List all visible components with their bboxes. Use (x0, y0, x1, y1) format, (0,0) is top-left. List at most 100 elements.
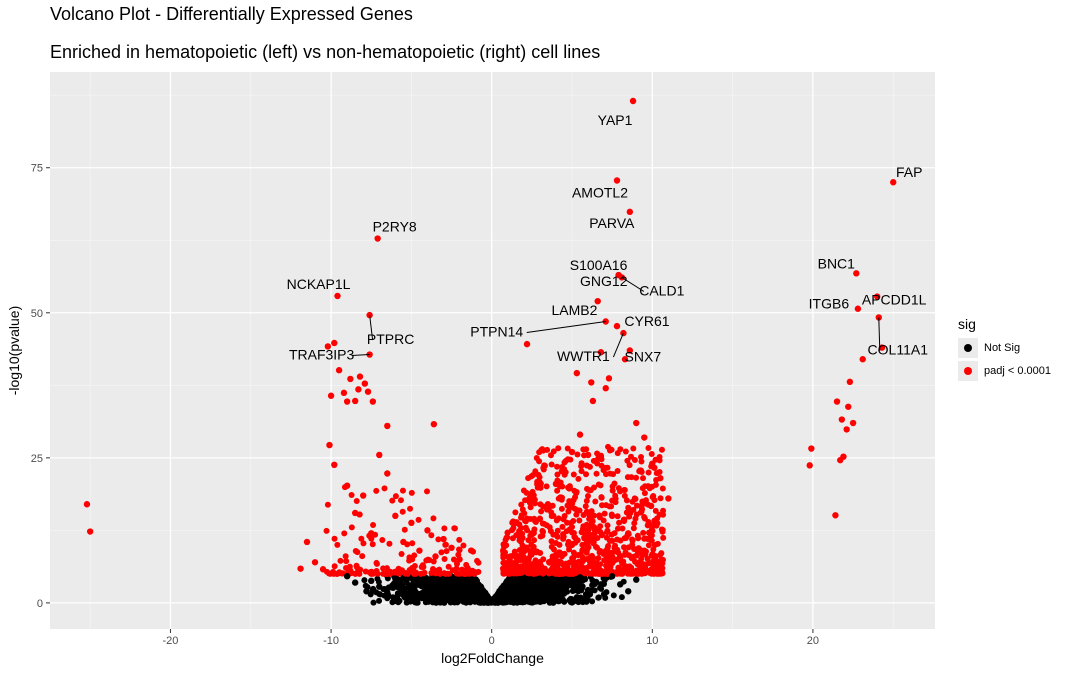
cloud-point-sig (570, 554, 577, 561)
point-sig (838, 416, 846, 423)
cloud-point-sig (598, 453, 605, 460)
cloud-point-sig (540, 556, 547, 563)
cloud-point-sig (451, 525, 458, 532)
cloud-point-not-sig (528, 584, 535, 591)
legend-key (958, 361, 978, 381)
cloud-point-sig (540, 447, 547, 454)
cloud-point-sig (342, 564, 349, 571)
cloud-point-sig (587, 516, 594, 523)
cloud-point-sig (637, 453, 644, 460)
point-sig (853, 270, 860, 277)
gene-label-ptpn14: PTPN14 (470, 323, 523, 339)
cloud-point-sig (555, 515, 562, 522)
cloud-point-sig (645, 445, 652, 452)
point-not-sig (560, 590, 568, 597)
cloud-point-sig (645, 483, 652, 490)
label-connector (612, 332, 624, 358)
cloud-point-sig (590, 457, 597, 464)
y-tick-label: 50 (31, 308, 43, 320)
cloud-point-sig (652, 564, 659, 571)
point-not-sig (600, 590, 608, 598)
cloud-point-not-sig (595, 594, 602, 601)
point-not-sig (464, 588, 471, 595)
cloud-point-sig (582, 568, 589, 575)
cloud-point-sig (592, 498, 599, 505)
cloud-point-sig (360, 540, 367, 547)
cloud-point-sig (504, 529, 511, 536)
point-sig (544, 501, 552, 508)
chart-title: Volcano Plot - Differentially Expressed … (50, 4, 413, 24)
point-sig (568, 541, 576, 549)
cloud-point-not-sig (374, 575, 381, 582)
cloud-point-not-sig (424, 596, 431, 603)
cloud-point-sig (527, 516, 534, 523)
cloud-point-sig (557, 479, 564, 486)
cloud-point-sig (604, 565, 611, 572)
cloud-point-sig (558, 505, 565, 512)
x-tick-label: 10 (646, 635, 658, 647)
point-sig (335, 367, 343, 374)
cloud-point-sig (419, 562, 426, 569)
point-not-sig (368, 577, 375, 585)
cloud-point-sig (560, 535, 567, 542)
cloud-point-sig (506, 554, 513, 561)
cloud-point-not-sig (540, 581, 547, 588)
cloud-point-sig (614, 513, 621, 520)
point-not-sig (351, 579, 359, 586)
plot-panel (50, 72, 935, 629)
cloud-point-sig (569, 523, 576, 530)
point-sig (626, 208, 634, 216)
cloud-point-not-sig (559, 582, 566, 589)
point-sig (657, 557, 664, 565)
point-sig (602, 385, 609, 392)
cloud-point-sig (404, 570, 411, 577)
cloud-point-sig (455, 546, 462, 553)
cloud-point-sig (550, 512, 557, 519)
point-not-sig (633, 576, 640, 583)
cloud-point-sig (649, 494, 656, 501)
cloud-point-sig (652, 507, 659, 514)
cloud-point-not-sig (516, 589, 523, 596)
cloud-point-not-sig (573, 598, 580, 605)
cloud-point-sig (407, 505, 414, 512)
cloud-point-sig (639, 485, 646, 492)
cloud-point-sig (583, 497, 590, 504)
point-sig (303, 538, 311, 546)
cloud-point-sig (566, 546, 573, 553)
point-sig (890, 179, 897, 186)
cloud-point-sig (518, 512, 525, 519)
cloud-point-sig (659, 528, 666, 535)
cloud-point-sig (435, 536, 442, 543)
cloud-point-sig (459, 570, 466, 577)
cloud-point-not-sig (376, 591, 383, 598)
cloud-point-not-sig (618, 594, 625, 601)
cloud-point-not-sig (467, 595, 474, 602)
cloud-point-sig (383, 570, 390, 577)
point-not-sig (592, 578, 600, 586)
cloud-point-sig (386, 540, 393, 547)
cloud-point-sig (628, 507, 635, 514)
cloud-point-sig (324, 501, 331, 508)
cloud-point-not-sig (601, 577, 608, 584)
cloud-point-sig (570, 549, 577, 556)
point-not-sig (400, 585, 407, 592)
cloud-point-sig (412, 569, 419, 576)
gene-label-traf3ip3: TRAF3IP3 (289, 347, 355, 363)
cloud-point-not-sig (591, 587, 598, 594)
cloud-point-sig (624, 474, 631, 481)
cloud-point-sig (475, 559, 482, 566)
cloud-point-sig (331, 563, 338, 570)
cloud-point-sig (397, 497, 404, 504)
cloud-point-sig (559, 561, 566, 568)
cloud-point-sig (554, 533, 561, 540)
point-sig (608, 512, 616, 520)
point-sig (432, 553, 439, 560)
cloud-point-sig (399, 487, 406, 494)
point-sig (536, 515, 544, 522)
cloud-point-sig (548, 543, 555, 550)
cloud-point-sig (578, 468, 585, 475)
cloud-point-sig (621, 544, 628, 551)
cloud-point-not-sig (572, 578, 579, 585)
cloud-point-sig (598, 494, 605, 501)
cloud-point-not-sig (545, 579, 552, 586)
